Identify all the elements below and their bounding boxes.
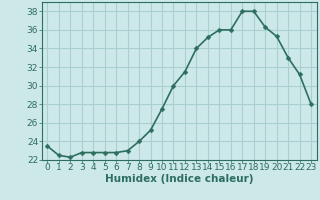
X-axis label: Humidex (Indice chaleur): Humidex (Indice chaleur) (105, 174, 253, 184)
